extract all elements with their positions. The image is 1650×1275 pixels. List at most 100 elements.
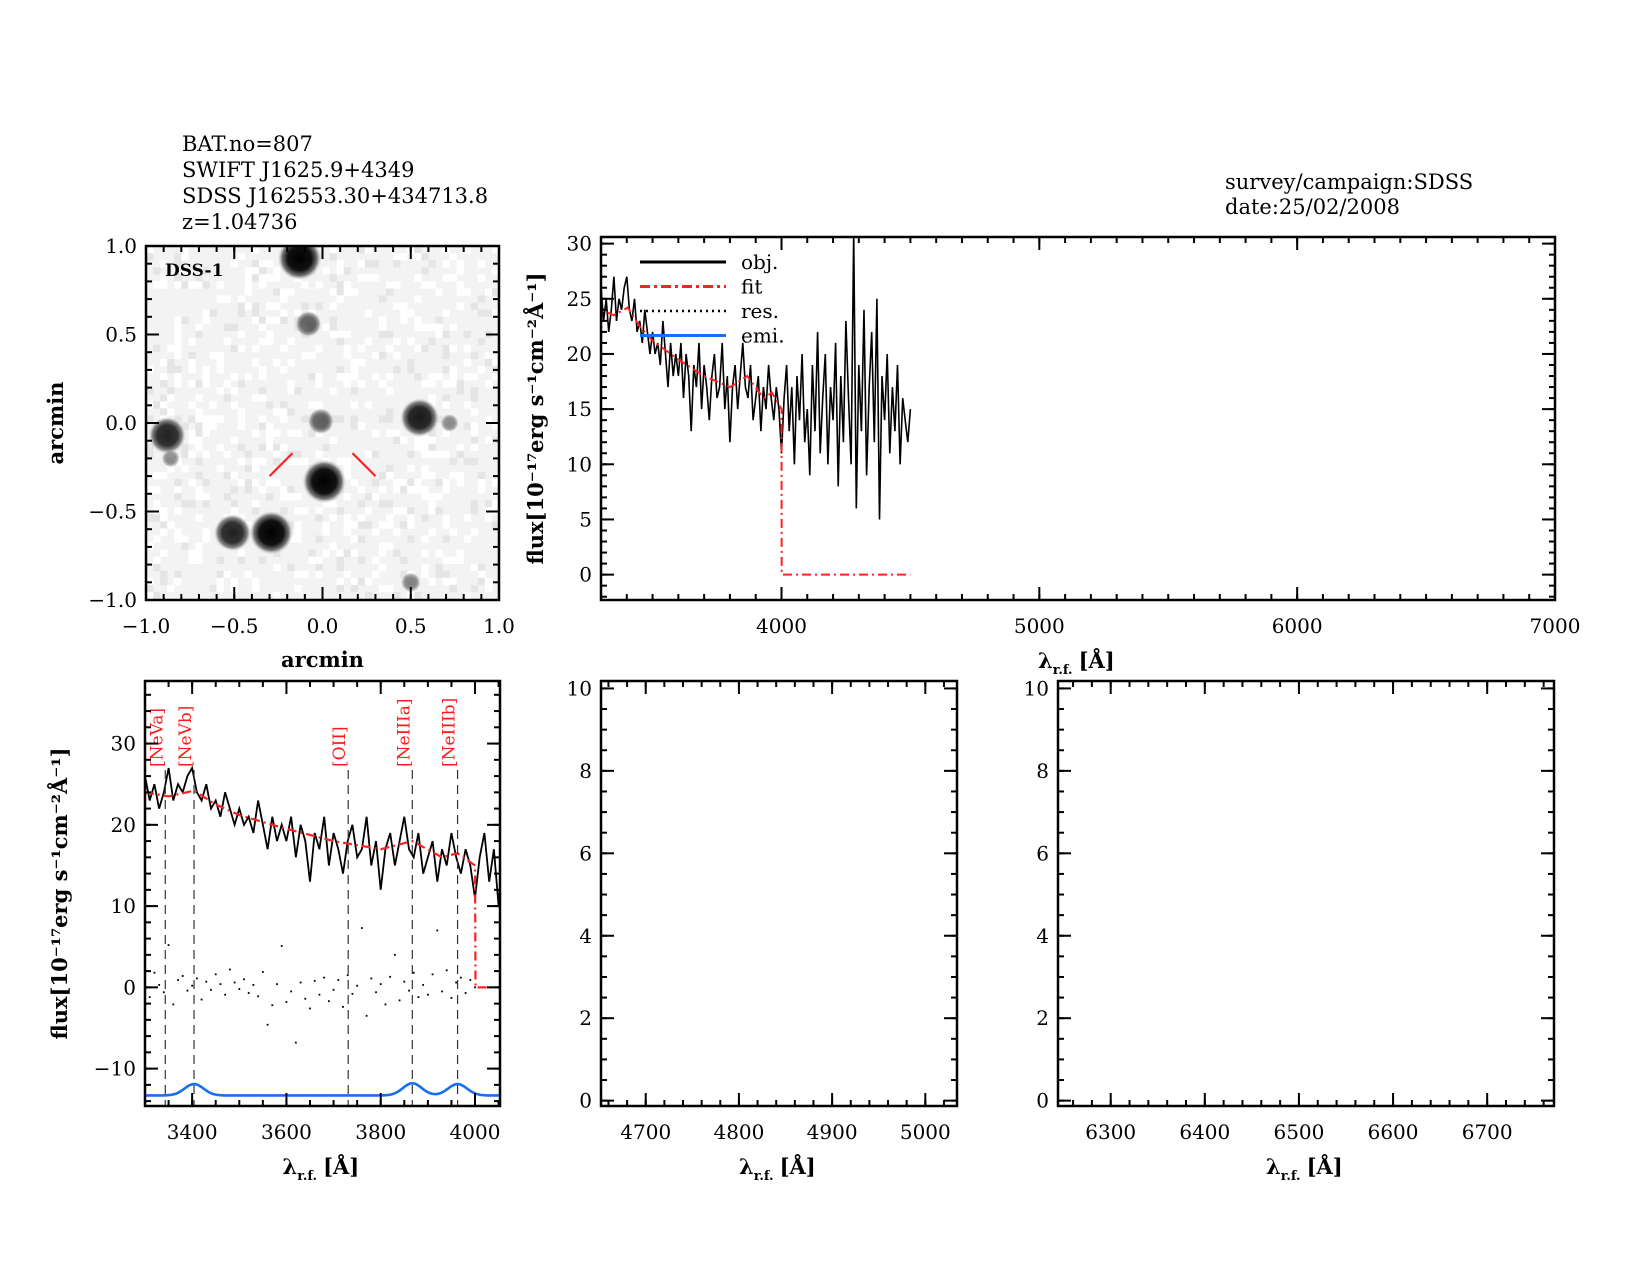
sky-pixel bbox=[329, 274, 337, 282]
sky-pixel bbox=[421, 514, 429, 522]
sky-pixel bbox=[407, 337, 415, 346]
sky-pixel bbox=[237, 478, 246, 487]
sky-pixel bbox=[160, 570, 168, 579]
y-tick-label: 15 bbox=[567, 397, 592, 421]
sky-pixel bbox=[160, 471, 168, 480]
sky-pixel bbox=[350, 387, 359, 395]
dss-image bbox=[146, 246, 499, 600]
sky-pixel bbox=[146, 253, 154, 261]
x-axis-label-symbol: λ bbox=[739, 1154, 754, 1179]
sky-pixel bbox=[322, 267, 330, 275]
residual-point bbox=[318, 993, 321, 996]
star-source bbox=[399, 398, 440, 438]
sky-pixel bbox=[400, 507, 408, 515]
sky-pixel bbox=[216, 584, 224, 593]
residual-point bbox=[290, 990, 293, 993]
residual-point bbox=[148, 996, 151, 999]
y-tick-label: 20 bbox=[567, 342, 592, 366]
sky-pixel bbox=[449, 528, 457, 536]
sky-pixel bbox=[470, 373, 479, 381]
sky-pixel bbox=[336, 337, 344, 346]
sky-pixel bbox=[393, 528, 401, 536]
sky-pixel bbox=[287, 457, 295, 466]
residual-point bbox=[370, 977, 373, 980]
sky-pixel bbox=[470, 563, 479, 572]
sky-pixel bbox=[181, 464, 189, 473]
sky-pixel bbox=[350, 422, 359, 430]
sky-pixel bbox=[301, 415, 309, 423]
sky-pixel bbox=[167, 366, 175, 374]
sky-pixel bbox=[258, 281, 267, 289]
sky-pixel bbox=[477, 260, 486, 268]
sky-pixel bbox=[456, 302, 464, 310]
sky-pixel bbox=[209, 309, 217, 317]
residual-point bbox=[474, 986, 476, 989]
sky-pixel bbox=[400, 570, 408, 579]
sky-pixel bbox=[371, 556, 380, 564]
sky-pixel bbox=[414, 274, 422, 282]
sky-pixel bbox=[435, 316, 443, 324]
sky-pixel bbox=[350, 584, 359, 593]
sky-pixel bbox=[421, 549, 429, 557]
sky-pixel bbox=[202, 366, 210, 374]
residual-point bbox=[417, 996, 420, 999]
sky-pixel bbox=[336, 549, 344, 557]
sky-pixel bbox=[343, 267, 352, 275]
sky-pixel bbox=[336, 330, 344, 339]
sky-pixel bbox=[386, 288, 394, 296]
sky-pixel bbox=[287, 563, 295, 572]
sky-pixel bbox=[343, 351, 352, 360]
sky-pixel bbox=[329, 330, 337, 339]
sky-pixel bbox=[477, 478, 486, 487]
x-tick-label: 6500 bbox=[1273, 1120, 1324, 1144]
line-label: [NeIIIa] bbox=[394, 699, 414, 767]
residual-point bbox=[398, 999, 401, 1002]
sky-pixel bbox=[371, 570, 380, 579]
sky-pixel bbox=[216, 415, 224, 423]
sky-pixel bbox=[244, 373, 253, 381]
residual-point bbox=[426, 993, 429, 996]
sky-pixel bbox=[287, 380, 295, 388]
sky-pixel bbox=[188, 556, 196, 564]
x-tick-label: 3400 bbox=[167, 1120, 218, 1144]
sky-pixel bbox=[386, 429, 394, 437]
sky-pixel bbox=[470, 457, 479, 466]
sky-pixel bbox=[371, 274, 380, 282]
sky-pixel bbox=[153, 535, 161, 543]
sky-pixel bbox=[428, 471, 436, 480]
sky-pixel bbox=[470, 408, 479, 416]
sky-pixel bbox=[308, 373, 316, 381]
y-tick-label: 0.0 bbox=[105, 411, 137, 435]
sky-pixel bbox=[181, 422, 189, 430]
y-tick-label: 8 bbox=[1036, 759, 1049, 783]
sky-pixel bbox=[315, 373, 323, 381]
sky-pixel bbox=[237, 408, 246, 416]
sky-pixel bbox=[237, 457, 246, 466]
sky-pixel bbox=[237, 556, 246, 564]
sky-pixel bbox=[442, 429, 450, 437]
sky-pixel bbox=[336, 577, 344, 586]
sky-pixel bbox=[491, 309, 499, 317]
y-axis-label: arcmin bbox=[43, 382, 68, 465]
sky-pixel bbox=[322, 500, 330, 508]
sky-pixel bbox=[294, 507, 302, 515]
sky-pixel bbox=[160, 373, 168, 381]
sky-pixel bbox=[393, 486, 401, 494]
residual-point bbox=[205, 980, 208, 983]
sky-pixel bbox=[315, 556, 323, 564]
sky-pixel bbox=[230, 387, 239, 395]
sky-pixel bbox=[484, 288, 493, 296]
sky-pixel bbox=[484, 415, 493, 423]
sky-pixel bbox=[294, 535, 302, 543]
y-tick-label: 10 bbox=[567, 452, 592, 476]
residual-point bbox=[309, 1007, 311, 1010]
sky-pixel bbox=[251, 246, 260, 254]
sky-pixel bbox=[491, 373, 499, 381]
sky-pixel bbox=[188, 337, 196, 346]
sky-pixel bbox=[258, 274, 267, 282]
sky-pixel bbox=[216, 464, 224, 473]
y-tick-label: 0 bbox=[579, 1089, 592, 1113]
sky-pixel bbox=[386, 584, 394, 593]
sky-pixel bbox=[315, 380, 323, 388]
residual-point bbox=[436, 929, 439, 932]
